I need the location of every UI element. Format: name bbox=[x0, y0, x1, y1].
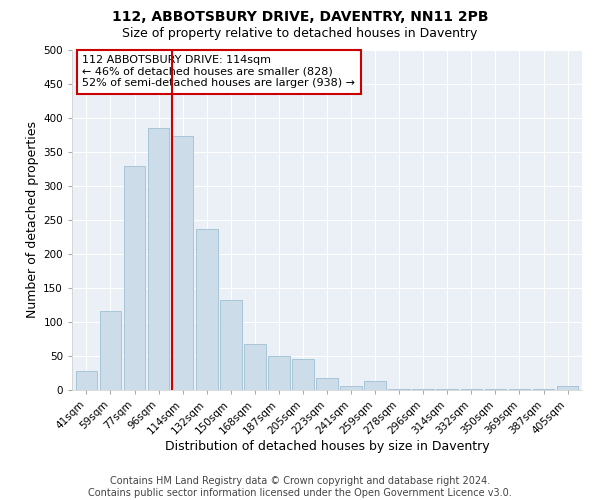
Bar bbox=[292, 360, 314, 390]
Bar bbox=[76, 371, 97, 390]
Bar bbox=[412, 388, 434, 390]
Bar bbox=[172, 136, 193, 390]
Bar bbox=[196, 229, 218, 390]
Bar bbox=[244, 344, 266, 390]
Bar bbox=[316, 378, 338, 390]
Bar bbox=[220, 300, 242, 390]
Bar bbox=[557, 386, 578, 390]
Bar bbox=[340, 386, 362, 390]
Bar bbox=[148, 128, 169, 390]
Bar bbox=[436, 388, 458, 390]
Bar bbox=[364, 381, 386, 390]
Bar bbox=[388, 388, 410, 390]
Bar bbox=[268, 356, 290, 390]
Y-axis label: Number of detached properties: Number of detached properties bbox=[26, 122, 39, 318]
Text: 112 ABBOTSBURY DRIVE: 114sqm
← 46% of detached houses are smaller (828)
52% of s: 112 ABBOTSBURY DRIVE: 114sqm ← 46% of de… bbox=[82, 55, 355, 88]
Text: 112, ABBOTSBURY DRIVE, DAVENTRY, NN11 2PB: 112, ABBOTSBURY DRIVE, DAVENTRY, NN11 2P… bbox=[112, 10, 488, 24]
X-axis label: Distribution of detached houses by size in Daventry: Distribution of detached houses by size … bbox=[164, 440, 490, 453]
Text: Size of property relative to detached houses in Daventry: Size of property relative to detached ho… bbox=[122, 28, 478, 40]
Bar bbox=[124, 166, 145, 390]
Bar bbox=[100, 311, 121, 390]
Text: Contains HM Land Registry data © Crown copyright and database right 2024.
Contai: Contains HM Land Registry data © Crown c… bbox=[88, 476, 512, 498]
